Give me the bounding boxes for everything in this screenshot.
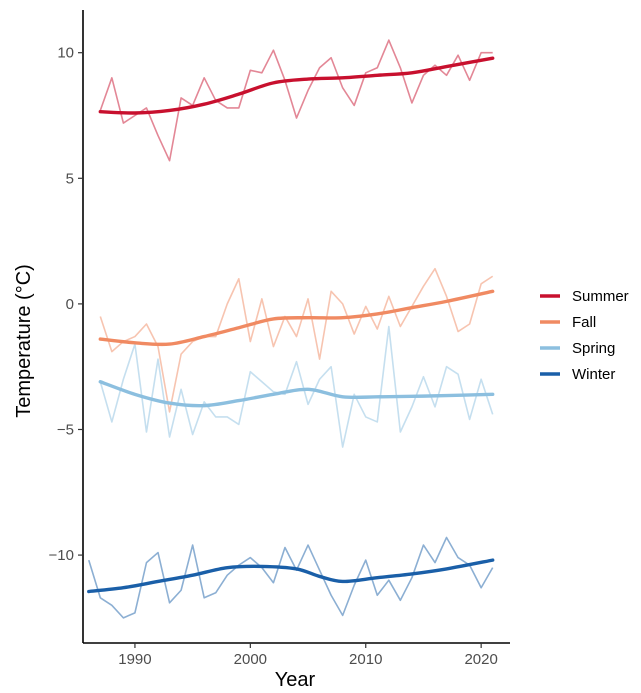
x-tick-label: 2000 [234, 651, 267, 668]
axes: −10 −5 0 5 10 1990 2000 2010 2020 [49, 10, 510, 668]
y-tick-label: 5 [66, 170, 74, 187]
x-axis-title: Year [275, 669, 316, 691]
x-tick-label: 2010 [349, 651, 382, 668]
summer-annual-line [99, 39, 493, 162]
y-tick-label: −10 [49, 547, 74, 564]
legend-label-summer: Summer [572, 288, 629, 305]
fall-trend-line [98, 289, 495, 347]
x-tick-label: 2020 [464, 651, 497, 668]
y-tick-label: −5 [57, 421, 74, 438]
summer-trend-line [98, 56, 495, 115]
fall-annual-line [99, 267, 494, 413]
legend: Summer Fall Spring Winter [540, 288, 629, 383]
spring-trend-line [98, 380, 495, 408]
spring-annual-line [99, 325, 494, 448]
legend-label-fall: Fall [572, 314, 596, 331]
plot-area [87, 39, 495, 619]
x-tick-label: 1990 [118, 651, 151, 668]
y-axis-title: Temperature (°C) [13, 264, 35, 418]
legend-label-spring: Spring [572, 340, 615, 357]
winter-trend-line [87, 558, 495, 594]
y-tick-label: 0 [66, 296, 74, 313]
y-tick-label: 10 [57, 45, 74, 62]
winter-annual-line [88, 536, 494, 619]
legend-label-winter: Winter [572, 366, 615, 383]
